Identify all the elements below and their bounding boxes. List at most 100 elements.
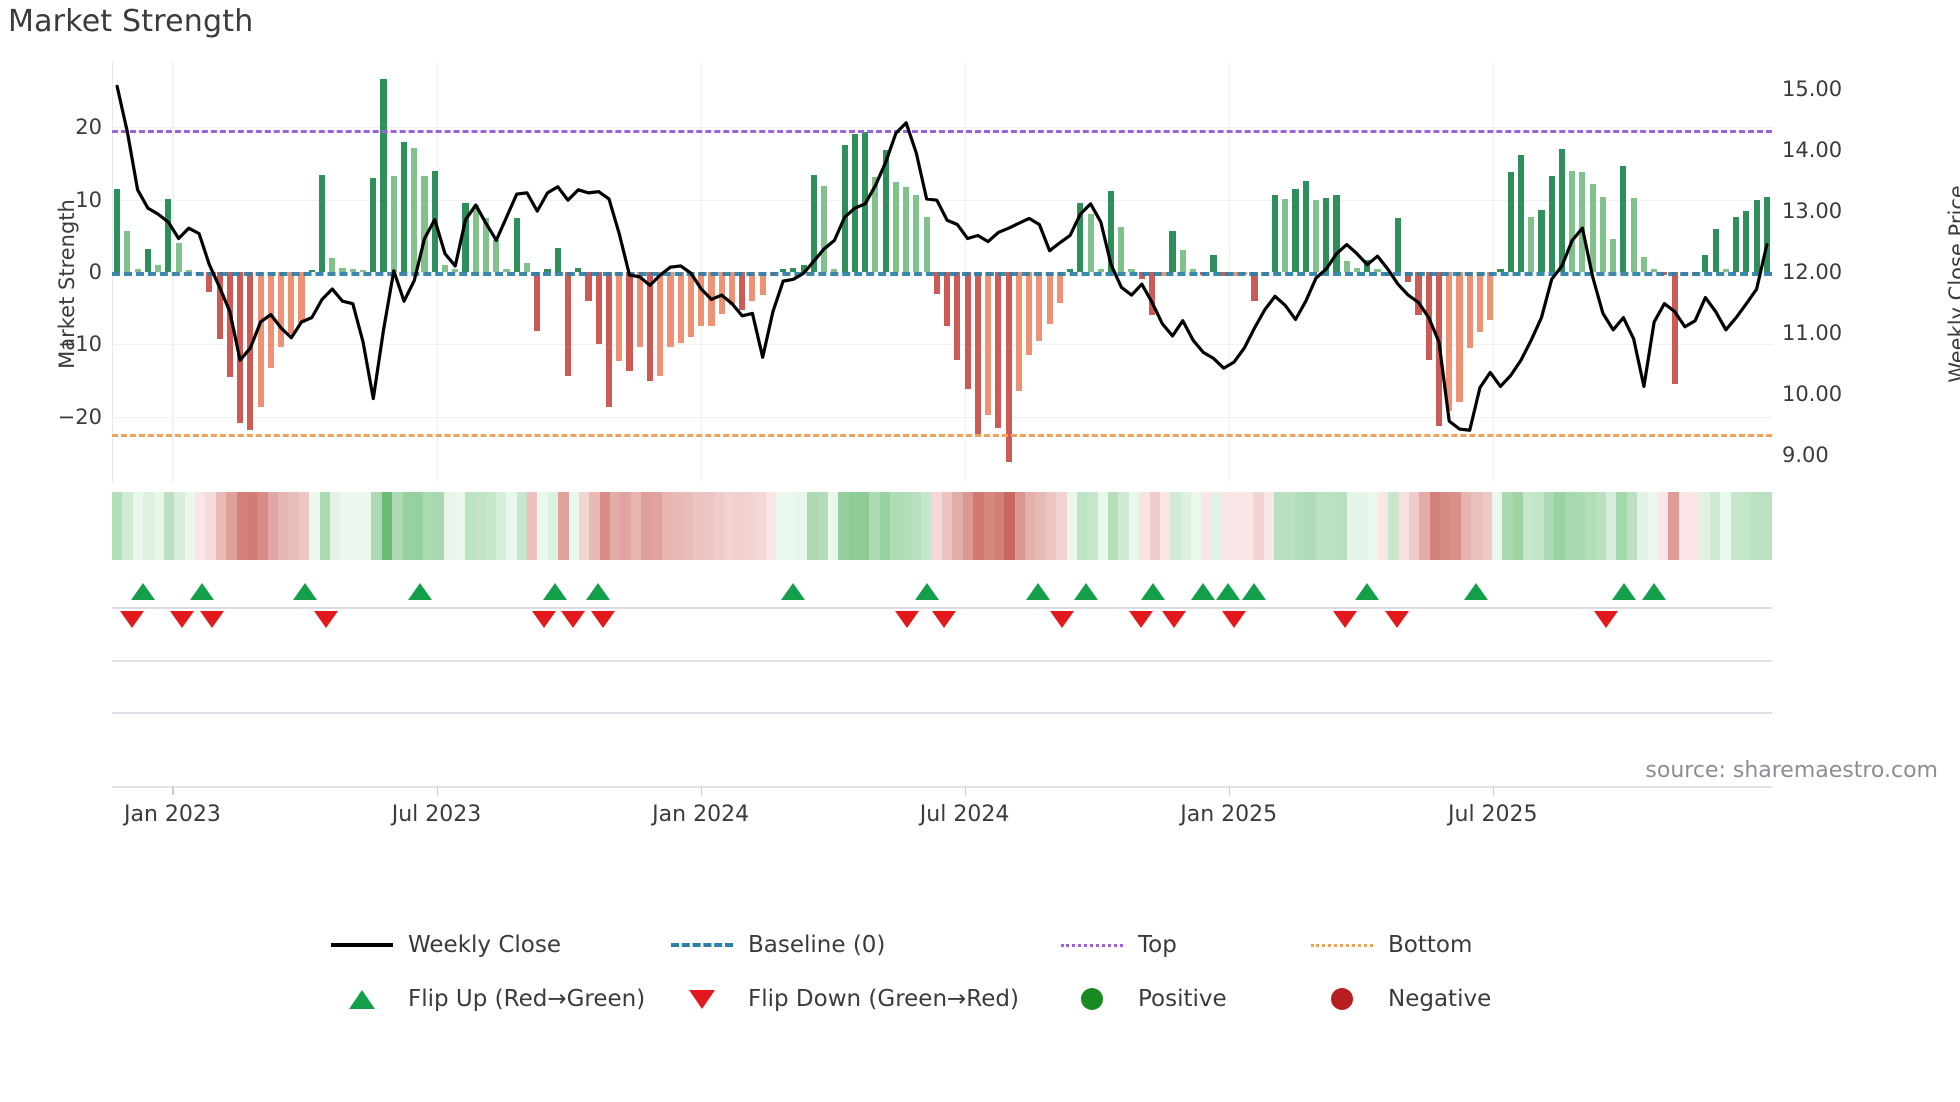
flip-down-marker-icon[interactable]: [169, 611, 194, 628]
strength-bar[interactable]: [257, 272, 264, 407]
strength-bar[interactable]: [1466, 272, 1473, 349]
strength-bar[interactable]: [749, 272, 756, 301]
flip-up-marker-icon[interactable]: [1190, 583, 1215, 600]
strength-bar[interactable]: [1763, 197, 1770, 272]
strength-bar[interactable]: [739, 272, 746, 310]
strength-bar[interactable]: [329, 257, 336, 272]
strength-bar[interactable]: [1251, 272, 1258, 301]
flip-up-marker-icon[interactable]: [543, 583, 568, 600]
flip-down-marker-icon[interactable]: [1222, 611, 1247, 628]
strength-bar[interactable]: [247, 272, 254, 430]
flip-up-marker-icon[interactable]: [1463, 583, 1488, 600]
flip-up-marker-icon[interactable]: [1026, 583, 1051, 600]
strength-bar[interactable]: [728, 272, 735, 306]
strength-bar[interactable]: [134, 269, 141, 272]
legend-item-negative[interactable]: Negative: [1310, 986, 1570, 1012]
strength-bar[interactable]: [872, 177, 879, 272]
strength-bar[interactable]: [462, 203, 469, 272]
legend-item-flip-down[interactable]: Flip Down (Green→Red): [670, 986, 1060, 1012]
strength-bar[interactable]: [718, 272, 725, 314]
strength-bar[interactable]: [1394, 218, 1402, 272]
strength-bar[interactable]: [1036, 272, 1043, 341]
strength-bar[interactable]: [452, 269, 459, 272]
strength-bar[interactable]: [482, 217, 490, 272]
flip-up-marker-icon[interactable]: [586, 583, 611, 600]
strength-bar[interactable]: [411, 148, 418, 272]
flip-down-marker-icon[interactable]: [531, 611, 556, 628]
strength-bar[interactable]: [1179, 250, 1186, 272]
strength-bar[interactable]: [308, 269, 315, 272]
strength-bar[interactable]: [841, 144, 848, 272]
strength-bar[interactable]: [1405, 272, 1412, 283]
strength-bar[interactable]: [216, 272, 223, 340]
flip-marker-panel[interactable]: [112, 570, 1772, 644]
flip-down-marker-icon[interactable]: [1333, 611, 1358, 628]
strength-bar[interactable]: [892, 182, 899, 272]
strength-bar[interactable]: [636, 272, 643, 348]
strength-bar[interactable]: [954, 272, 961, 360]
strength-bar[interactable]: [370, 177, 377, 272]
flip-down-marker-icon[interactable]: [199, 611, 224, 628]
strength-bar[interactable]: [513, 217, 520, 272]
strength-bar[interactable]: [585, 272, 592, 301]
strength-bar[interactable]: [1456, 272, 1463, 403]
strength-bar[interactable]: [1302, 180, 1309, 272]
strength-bar[interactable]: [185, 269, 192, 272]
strength-bar[interactable]: [1569, 170, 1576, 272]
strength-bar[interactable]: [800, 264, 807, 272]
flip-up-marker-icon[interactable]: [407, 583, 432, 600]
strength-bar[interactable]: [288, 272, 295, 334]
legend-item-weekly-close[interactable]: Weekly Close: [330, 932, 670, 958]
flip-down-marker-icon[interactable]: [1384, 611, 1409, 628]
strength-bar[interactable]: [267, 272, 274, 368]
strength-bar[interactable]: [1630, 198, 1637, 272]
strength-bar[interactable]: [831, 269, 838, 272]
strength-bar[interactable]: [605, 272, 613, 408]
strength-bar[interactable]: [1733, 216, 1740, 272]
strength-bar[interactable]: [1743, 211, 1750, 272]
strength-bar[interactable]: [318, 174, 326, 272]
strength-bar[interactable]: [851, 134, 858, 272]
strength-bar[interactable]: [1323, 198, 1330, 272]
strength-bar[interactable]: [1712, 228, 1719, 272]
flip-down-marker-icon[interactable]: [1162, 611, 1187, 628]
flip-down-marker-icon[interactable]: [314, 611, 339, 628]
strength-bar[interactable]: [780, 269, 787, 272]
strength-bar[interactable]: [472, 205, 479, 272]
strength-bar[interactable]: [1753, 199, 1760, 272]
strength-bar[interactable]: [626, 272, 633, 372]
flip-up-marker-icon[interactable]: [1642, 583, 1667, 600]
strength-bar[interactable]: [698, 272, 705, 327]
strength-bar[interactable]: [1005, 272, 1012, 463]
strength-bar[interactable]: [985, 272, 992, 416]
strength-bar[interactable]: [1651, 269, 1658, 272]
strength-bar[interactable]: [759, 272, 766, 296]
strength-bar[interactable]: [421, 175, 428, 272]
strength-bar[interactable]: [1722, 269, 1729, 272]
strength-bar[interactable]: [1671, 272, 1678, 385]
strength-bar[interactable]: [441, 264, 449, 272]
legend-item-positive[interactable]: Positive: [1060, 986, 1310, 1012]
strength-bar[interactable]: [1189, 269, 1197, 272]
strength-bar[interactable]: [1446, 272, 1453, 412]
strength-bar[interactable]: [903, 186, 910, 272]
strength-bar[interactable]: [1599, 196, 1606, 272]
strength-bar[interactable]: [1620, 166, 1627, 272]
strength-bar[interactable]: [1087, 214, 1094, 272]
strength-bar[interactable]: [237, 272, 244, 423]
flip-down-marker-icon[interactable]: [895, 611, 920, 628]
flip-up-marker-icon[interactable]: [1354, 583, 1379, 600]
legend-item-flip-up[interactable]: Flip Up (Red→Green): [330, 986, 670, 1012]
flip-up-marker-icon[interactable]: [292, 583, 317, 600]
flip-up-marker-icon[interactable]: [780, 583, 805, 600]
strength-bar[interactable]: [523, 263, 531, 272]
strength-bar[interactable]: [1476, 272, 1484, 333]
strength-bar[interactable]: [1507, 172, 1514, 272]
strength-bar[interactable]: [359, 269, 367, 272]
strength-bar[interactable]: [1538, 210, 1545, 272]
strength-bar[interactable]: [1169, 231, 1176, 272]
flip-down-marker-icon[interactable]: [1129, 611, 1154, 628]
strength-bar[interactable]: [995, 272, 1002, 428]
strength-bar[interactable]: [1312, 199, 1320, 272]
strength-bar[interactable]: [400, 142, 408, 272]
